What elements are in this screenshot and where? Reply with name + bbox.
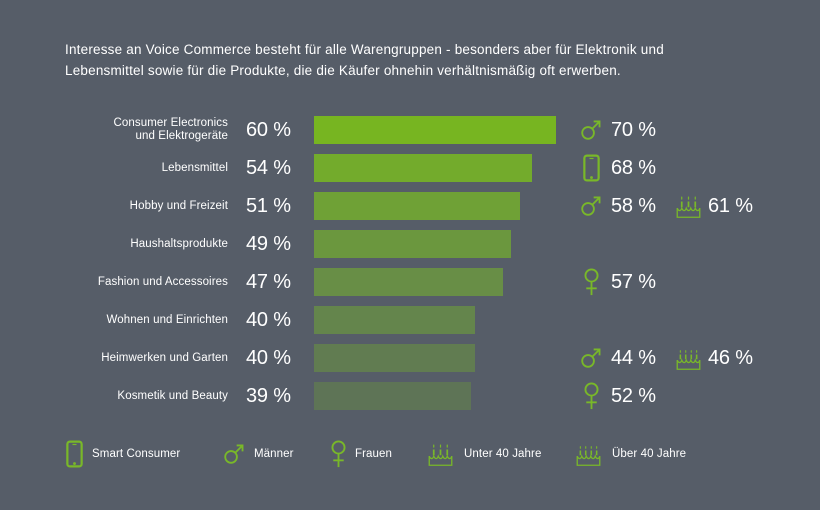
- category-label-line: Consumer Electronics: [113, 117, 228, 129]
- legend-item-cake-3-candles: Unter 40 Jahre: [426, 432, 541, 476]
- chart-row-7: Kosmetik und Beauty 39 % 52 %: [0, 377, 820, 415]
- category-label-line: und Elektrogeräte: [135, 130, 228, 142]
- bar: [314, 230, 511, 258]
- chart-title-line-1: Interesse an Voice Commerce besteht für …: [65, 42, 664, 57]
- female-icon: [576, 268, 606, 296]
- category-value: 40 %: [246, 346, 291, 369]
- row-annotations: 58 % 61 %: [576, 187, 770, 225]
- category-value: 54 %: [246, 156, 291, 179]
- row-annotations: 68 %: [576, 149, 673, 187]
- chart-title: Interesse an Voice Commerce besteht für …: [65, 39, 765, 81]
- legend-item-smartphone: Smart Consumer: [66, 432, 180, 476]
- bar: [314, 382, 471, 410]
- chart-row-4: Fashion und Accessoires 47 % 57 %: [0, 263, 820, 301]
- annotation-value: 68 %: [611, 156, 656, 179]
- annotation-value: 70 %: [611, 118, 656, 141]
- cake-3-candles-icon: [673, 193, 703, 219]
- legend-label: Männer: [254, 448, 294, 460]
- legend-label: Frauen: [355, 448, 393, 460]
- annotation-value: 57 %: [611, 270, 656, 293]
- legend-label: Über 40 Jahre: [612, 448, 687, 460]
- cake-4-candles-icon: [673, 345, 703, 371]
- female-icon: [576, 382, 606, 410]
- smartphone-icon: [576, 154, 606, 182]
- category-label: Lebensmittel: [0, 149, 228, 187]
- category-label: Haushaltsprodukte: [0, 225, 228, 263]
- smartphone-icon: [66, 440, 83, 468]
- bar: [314, 344, 475, 372]
- category-label: Kosmetik und Beauty: [0, 377, 228, 415]
- category-label-line: Hobby und Freizeit: [129, 199, 228, 212]
- cake-4-candles-icon: [574, 441, 603, 467]
- female-icon: [331, 440, 346, 468]
- annotation-value: 44 %: [611, 346, 656, 369]
- male-icon: [223, 443, 245, 465]
- category-label-line: Fashion und Accessoires: [97, 275, 228, 288]
- legend-item-cake-4-candles: Über 40 Jahre: [574, 432, 686, 476]
- category-label: Heimwerken und Garten: [0, 339, 228, 377]
- annotation-value: 61 %: [708, 194, 753, 217]
- bar: [314, 116, 556, 144]
- row-annotations: 70 %: [576, 111, 673, 149]
- legend-item-female: Frauen: [331, 432, 392, 476]
- annotation-value: 52 %: [611, 384, 656, 407]
- category-value: 60 %: [246, 118, 291, 141]
- chart-row-5: Wohnen und Einrichten 40 %: [0, 301, 820, 339]
- legend-item-male: Männer: [223, 432, 294, 476]
- legend-label: Smart Consumer: [92, 448, 181, 460]
- annotation-value: 58 %: [611, 194, 656, 217]
- category-label: Consumer Electronics und Elektrogeräte: [0, 111, 228, 149]
- category-label-line: Kosmetik und Beauty: [117, 389, 228, 402]
- category-value: 40 %: [246, 308, 291, 331]
- category-label-line: Lebensmittel: [161, 161, 228, 174]
- category-label-line: Haushaltsprodukte: [130, 237, 228, 250]
- category-value: 47 %: [246, 270, 291, 293]
- bar: [314, 306, 475, 334]
- category-label-line: Wohnen und Einrichten: [106, 313, 228, 326]
- legend: Smart Consumer Männer Frauen Unter 40 Jahre…: [0, 432, 820, 476]
- male-icon: [576, 195, 606, 217]
- category-label: Wohnen und Einrichten: [0, 301, 228, 339]
- bar: [314, 154, 532, 182]
- row-annotations: 44 % 46 %: [576, 339, 770, 377]
- category-value: 39 %: [246, 384, 291, 407]
- male-icon: [576, 347, 606, 369]
- bar-chart: Consumer Electronics und Elektrogeräte 60 …: [0, 111, 820, 415]
- male-icon: [576, 119, 606, 141]
- category-value: 51 %: [246, 194, 291, 217]
- category-value: 49 %: [246, 232, 291, 255]
- chart-row-6: Heimwerken und Garten 40 % 44 % 46 %: [0, 339, 820, 377]
- annotation-value: 46 %: [708, 346, 753, 369]
- category-label: Hobby und Freizeit: [0, 187, 228, 225]
- category-label-line: Heimwerken und Garten: [101, 351, 228, 364]
- chart-row-0: Consumer Electronics und Elektrogeräte 60 …: [0, 111, 820, 149]
- chart-row-2: Hobby und Freizeit 51 % 58 % 61 %: [0, 187, 820, 225]
- category-label: Fashion und Accessoires: [0, 263, 228, 301]
- bar: [314, 192, 520, 220]
- row-annotations: 52 %: [576, 377, 673, 415]
- row-annotations: 57 %: [576, 263, 673, 301]
- chart-row-1: Lebensmittel 54 % 68 %: [0, 149, 820, 187]
- cake-3-candles-icon: [426, 441, 455, 467]
- legend-label: Unter 40 Jahre: [464, 448, 542, 460]
- chart-row-3: Haushaltsprodukte 49 %: [0, 225, 820, 263]
- bar: [314, 268, 503, 296]
- chart-title-line-2: Lebensmittel sowie für die Produkte, die…: [65, 63, 621, 78]
